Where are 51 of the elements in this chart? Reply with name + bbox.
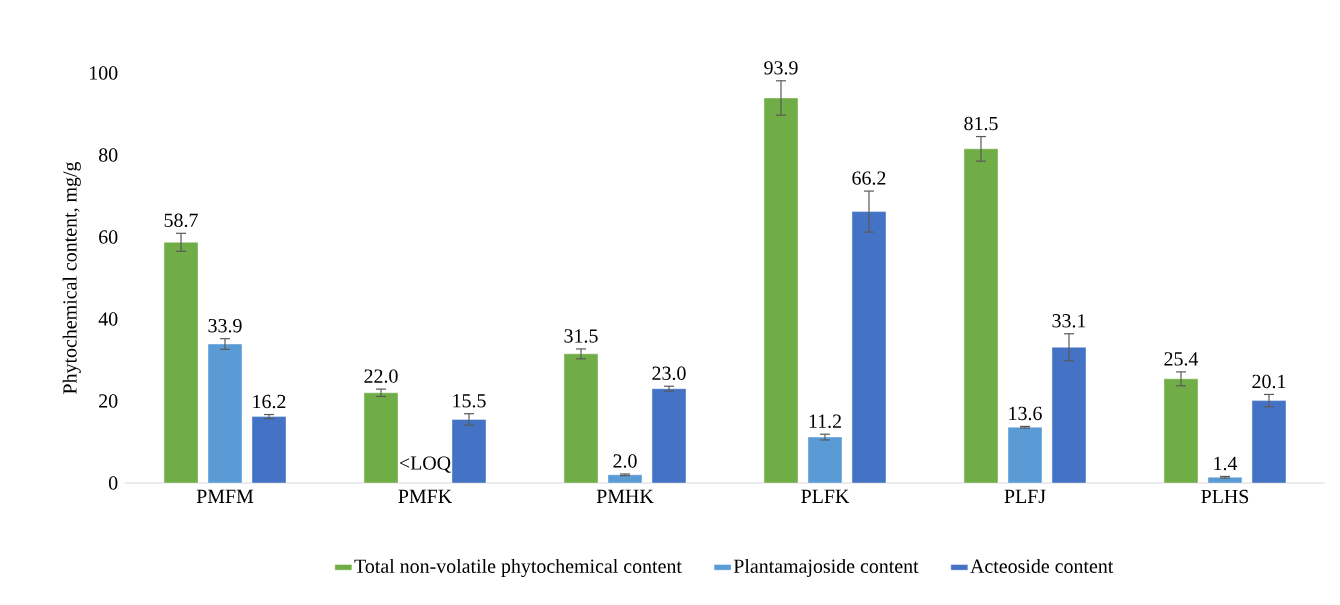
text: <LOQ (399, 456, 451, 473)
bar (807, 436, 843, 484)
x-tick-label: PMHK (596, 489, 654, 503)
bar (563, 353, 599, 484)
bar (1163, 378, 1199, 484)
data-label: 15.5 (453, 394, 486, 408)
bar (851, 211, 887, 484)
y-tick-label: 60 (99, 230, 118, 244)
data-label: 81.5 (964, 116, 998, 131)
x-tick-label: PMFK (398, 489, 452, 503)
x-tick-label: PLFJ (1004, 489, 1046, 504)
y-tick-label: 100 (90, 66, 118, 80)
y-tick-label: 0 (108, 476, 118, 490)
data-label: 16.2 (253, 394, 286, 409)
data-label: 20.1 (1252, 374, 1286, 389)
y-axis-title: Phytochemical content, mg/g (62, 161, 81, 394)
data-label: 58.7 (164, 213, 198, 228)
bar (207, 343, 243, 484)
data-label: 66.2 (852, 171, 886, 185)
bar (1007, 427, 1043, 484)
x-tick-label: PMFM (196, 489, 254, 503)
y-tick-label: 80 (99, 148, 118, 162)
data-label: 93.9 (764, 61, 798, 75)
data-label: 33.1 (1052, 314, 1086, 328)
data-label: 1.4 (1214, 456, 1238, 471)
data-label: 23.0 (652, 366, 686, 381)
bar (1051, 347, 1087, 484)
bar (963, 148, 999, 484)
bar (1251, 400, 1287, 484)
data-label: 33.9 (208, 319, 242, 333)
y-tick-label: 40 (98, 312, 118, 326)
bar (251, 416, 287, 484)
x-tick-label: PLFK (801, 489, 850, 503)
data-label: 31.5 (564, 329, 598, 343)
data-label: 11.2 (809, 414, 841, 429)
bar (1207, 477, 1243, 484)
data-label: 13.6 (1009, 406, 1042, 421)
bar (163, 242, 199, 484)
bar (363, 392, 399, 484)
data-label: 25.4 (1164, 352, 1199, 366)
bar (451, 419, 487, 484)
bar (651, 388, 687, 484)
bar (607, 474, 643, 484)
x-tick-label: PLHS (1201, 489, 1249, 504)
legend-label: Acteoside content (970, 558, 1114, 573)
y-tick-label: 20 (99, 394, 118, 408)
data-label: 2.0 (613, 454, 637, 468)
bar (763, 97, 799, 484)
data-label: 22.0 (364, 369, 398, 383)
legend-label: Total non-volatile phytochemical content (354, 558, 682, 578)
legend-label: Plantamajoside content (733, 558, 919, 577)
